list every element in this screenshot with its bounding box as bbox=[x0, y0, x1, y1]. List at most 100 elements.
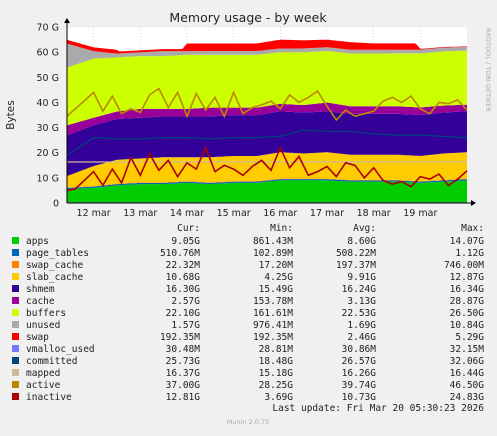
legend-avg-value: 16.24G bbox=[342, 284, 377, 295]
legend-min-value: 3.69G bbox=[264, 392, 293, 403]
legend-max-value: 32.06G bbox=[450, 356, 485, 367]
legend-swatch bbox=[12, 321, 19, 328]
y-tick-label: 30 G bbox=[37, 123, 59, 134]
y-tick-label: 10 G bbox=[37, 173, 59, 184]
legend-cur-value: 2.57G bbox=[171, 296, 200, 307]
legend-name: slab_cache bbox=[26, 272, 83, 283]
legend-cur-value: 10.68G bbox=[166, 272, 201, 283]
legend-name: unused bbox=[26, 320, 60, 331]
legend-min-value: 161.61M bbox=[253, 308, 293, 319]
legend-cur-value: 22.10G bbox=[166, 308, 201, 319]
legend-swatch bbox=[12, 357, 19, 364]
side-label: RRDTOOL / TOBI OETIKER bbox=[484, 28, 492, 112]
legend-avg-value: 30.86M bbox=[342, 344, 377, 355]
legend-min-value: 153.78M bbox=[253, 296, 293, 307]
y-tick-label: 60 G bbox=[37, 48, 59, 59]
y-tick-label: 0 bbox=[53, 199, 59, 210]
legend-avg-value: 39.74G bbox=[342, 380, 377, 391]
x-tick-label: 15 mar bbox=[217, 208, 251, 219]
legend-avg-value: 3.13G bbox=[347, 296, 376, 307]
legend-min-value: 15.49G bbox=[259, 284, 294, 295]
legend-max-value: 32.15M bbox=[450, 344, 485, 355]
y-tick-label: 20 G bbox=[37, 148, 59, 159]
legend-name: swap_cache bbox=[26, 260, 83, 271]
chart-title: Memory usage - by week bbox=[169, 10, 327, 25]
col-header-max: Max: bbox=[461, 223, 484, 234]
col-header-min: Min: bbox=[270, 223, 293, 234]
legend-avg-value: 26.57G bbox=[342, 356, 377, 367]
legend-swatch bbox=[12, 333, 19, 340]
legend-avg-value: 10.73G bbox=[342, 392, 377, 403]
legend-min-value: 102.89M bbox=[253, 248, 293, 259]
legend-name: page_tables bbox=[26, 248, 89, 259]
legend-avg-value: 1.69G bbox=[347, 320, 376, 331]
legend-swatch bbox=[12, 273, 19, 280]
area-layer bbox=[67, 40, 467, 203]
x-tick-label: 17 mar bbox=[310, 208, 344, 219]
legend-min-value: 861.43M bbox=[253, 236, 293, 247]
legend-cur-value: 12.81G bbox=[166, 392, 201, 403]
legend-swatch bbox=[12, 369, 19, 376]
legend-cur-value: 16.37G bbox=[166, 368, 201, 379]
x-tick-label: 12 mar bbox=[77, 208, 111, 219]
legend-max-value: 746.00M bbox=[444, 260, 484, 271]
legend-max-value: 24.83G bbox=[450, 392, 485, 403]
legend-max-value: 46.50G bbox=[450, 380, 485, 391]
legend-swatch bbox=[12, 381, 19, 388]
legend-swatch bbox=[12, 285, 19, 292]
legend-avg-value: 16.26G bbox=[342, 368, 377, 379]
x-tick-label: 19 mar bbox=[403, 208, 437, 219]
legend-max-value: 14.07G bbox=[450, 236, 485, 247]
y-tick-label: 70 G bbox=[37, 23, 59, 34]
legend-cur-value: 22.32M bbox=[166, 260, 201, 271]
legend-name: vmalloc_used bbox=[26, 344, 95, 355]
legend-min-value: 976.41M bbox=[253, 320, 293, 331]
legend-cur-value: 25.73G bbox=[166, 356, 201, 367]
legend-name: active bbox=[26, 380, 61, 391]
legend-name: inactive bbox=[26, 392, 72, 403]
y-axis-label: Bytes bbox=[5, 100, 17, 129]
legend-max-value: 10.84G bbox=[450, 320, 485, 331]
legend-swatch bbox=[12, 261, 19, 268]
legend-min-value: 28.81M bbox=[259, 344, 294, 355]
legend-max-value: 28.87G bbox=[450, 296, 485, 307]
legend-cur-value: 192.35M bbox=[160, 332, 200, 343]
legend-avg-value: 2.46G bbox=[347, 332, 376, 343]
legend-name: apps bbox=[26, 236, 49, 247]
legend-name: swap bbox=[26, 332, 49, 343]
legend-cur-value: 16.30G bbox=[166, 284, 201, 295]
last-update: Last update: Fri Mar 20 05:30:23 2026 bbox=[272, 403, 484, 414]
legend-max-value: 1.12G bbox=[455, 248, 484, 259]
legend-min-value: 4.25G bbox=[264, 272, 293, 283]
legend-avg-value: 508.22M bbox=[336, 248, 376, 259]
legend-cur-value: 9.05G bbox=[171, 236, 200, 247]
legend-swatch bbox=[12, 309, 19, 316]
x-tick-label: 14 mar bbox=[170, 208, 204, 219]
legend-max-value: 16.34G bbox=[450, 284, 485, 295]
footer-version: Munin 2.0.75 bbox=[227, 418, 270, 426]
x-tick-label: 13 mar bbox=[123, 208, 157, 219]
legend-min-value: 17.20M bbox=[259, 260, 294, 271]
legend-avg-value: 8.60G bbox=[347, 236, 376, 247]
legend-swatch bbox=[12, 297, 19, 304]
legend-min-value: 192.35M bbox=[253, 332, 293, 343]
legend-avg-value: 22.53G bbox=[342, 308, 377, 319]
x-tick-label: 16 mar bbox=[263, 208, 297, 219]
legend-name: mapped bbox=[26, 368, 60, 379]
legend-avg-value: 9.91G bbox=[347, 272, 376, 283]
legend-name: committed bbox=[26, 356, 77, 367]
legend-max-value: 12.87G bbox=[450, 272, 485, 283]
x-tick-label: 18 mar bbox=[357, 208, 391, 219]
legend-swatch bbox=[12, 393, 19, 400]
y-tick-label: 50 G bbox=[37, 73, 59, 84]
legend-max-value: 5.29G bbox=[455, 332, 484, 343]
legend-min-value: 28.25G bbox=[259, 380, 294, 391]
legend-name: cache bbox=[26, 296, 55, 307]
legend-cur-value: 1.57G bbox=[171, 320, 200, 331]
col-header-avg: Avg: bbox=[353, 223, 376, 234]
legend-name: shmem bbox=[26, 284, 55, 295]
legend-min-value: 18.48G bbox=[259, 356, 294, 367]
legend-swatch bbox=[12, 249, 19, 256]
legend-cur-value: 510.76M bbox=[160, 248, 200, 259]
